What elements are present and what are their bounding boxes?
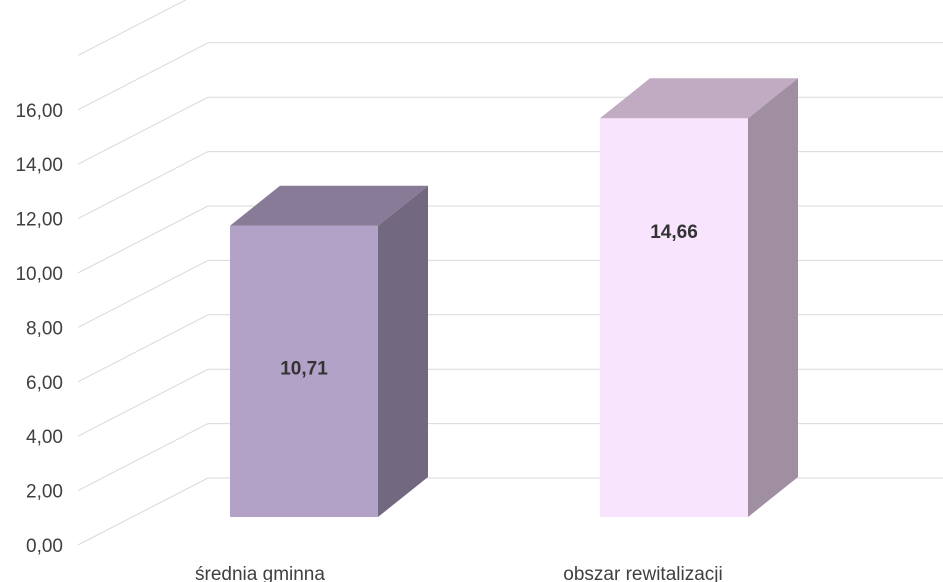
y-tick-label: 14,00 [15, 155, 63, 176]
bar-1: 14,66 [600, 78, 798, 518]
bar-front [230, 225, 378, 518]
y-tick-label: 16,00 [15, 101, 63, 122]
gridline-diagonal [77, 205, 209, 274]
bar-0: 10,71 [230, 185, 428, 518]
x-axis-categories: średnia gminna obszar rewitalizacji [195, 564, 723, 582]
gridline-diagonal [77, 368, 209, 437]
gridline-diagonal [77, 42, 209, 111]
gridline-diagonal [77, 477, 209, 546]
gridlines [77, 0, 943, 546]
gridline-diagonal [77, 423, 209, 492]
bar-side [748, 78, 798, 518]
gridline-diagonal [77, 151, 209, 220]
bar-top [600, 78, 798, 119]
y-tick-label: 0,00 [26, 536, 63, 557]
bar-top [230, 185, 428, 226]
bar-front [600, 118, 748, 518]
gridline-diagonal [77, 96, 209, 165]
bar-side [378, 185, 428, 518]
y-tick-label: 2,00 [26, 482, 63, 503]
y-tick-label: 12,00 [15, 210, 63, 231]
data-label: 14,66 [650, 222, 698, 243]
y-axis-ticks: 0,00 2,00 4,00 6,00 8,00 10,00 12,00 14,00 16,00 [15, 101, 63, 557]
gridline-diagonal [77, 259, 209, 328]
x-category-label: średnia gminna [195, 564, 325, 582]
bars: 10,71 14,66 [230, 78, 798, 518]
x-category-label: obszar rewitalizacji [563, 564, 722, 582]
data-label: 10,71 [280, 359, 328, 380]
y-tick-label: 10,00 [15, 264, 63, 285]
gridline-diagonal [77, 314, 209, 383]
gridline-diagonal [77, 0, 187, 56]
y-tick-label: 8,00 [26, 318, 63, 339]
y-tick-label: 6,00 [26, 373, 63, 394]
y-tick-label: 4,00 [26, 427, 63, 448]
